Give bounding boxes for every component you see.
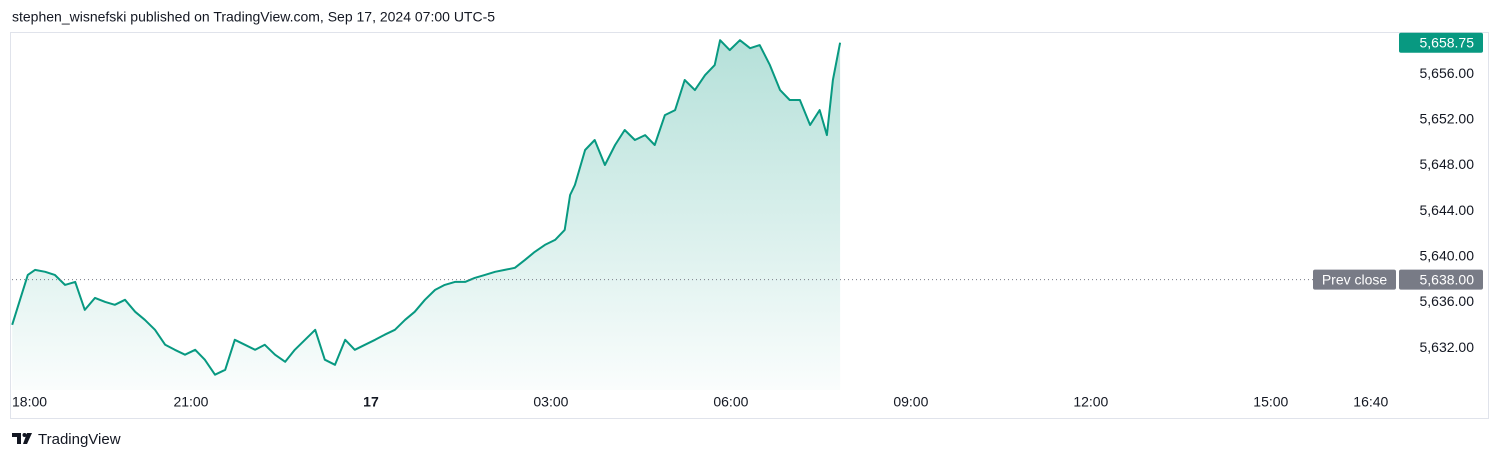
chart-frame bbox=[10, 32, 1489, 419]
x-tick-label: 15:00 bbox=[1253, 394, 1288, 410]
header: stephen_wisnefski published on TradingVi… bbox=[12, 9, 495, 25]
prev-close-label: 5,638.00 bbox=[1420, 271, 1475, 287]
x-tick-label: 09:00 bbox=[893, 394, 928, 410]
y-tick-label: 5,644.00 bbox=[1420, 202, 1475, 218]
last-price-label: 5,658.75 bbox=[1420, 34, 1475, 50]
x-tick-label: 21:00 bbox=[173, 394, 208, 410]
x-tick-label: 16:40 bbox=[1353, 394, 1388, 410]
price-line bbox=[11, 39, 842, 376]
y-tick-label: 5,632.00 bbox=[1420, 339, 1475, 355]
x-tick-label: 03:00 bbox=[533, 394, 568, 410]
brand: TradingView bbox=[38, 431, 121, 448]
y-tick-label: 5,648.00 bbox=[1420, 156, 1475, 172]
x-tick-label: 18:00 bbox=[12, 394, 47, 410]
x-tick-label: 12:00 bbox=[1073, 394, 1108, 410]
y-tick-label: 5,640.00 bbox=[1420, 247, 1475, 263]
prev-close-name: Prev close bbox=[1322, 271, 1388, 287]
y-tick-label: 5,656.00 bbox=[1420, 65, 1475, 81]
last-price-box bbox=[1399, 32, 1483, 53]
x-tick-label: 17 bbox=[363, 394, 379, 410]
prev-close-box bbox=[1399, 269, 1483, 290]
logo bbox=[12, 433, 32, 444]
area-fill bbox=[12, 40, 841, 390]
y-tick-label: 5,652.00 bbox=[1420, 110, 1475, 126]
x-tick-label: 06:00 bbox=[713, 394, 748, 410]
y-tick-label: 5,636.00 bbox=[1420, 293, 1475, 309]
prev-close-tag bbox=[1313, 269, 1396, 290]
